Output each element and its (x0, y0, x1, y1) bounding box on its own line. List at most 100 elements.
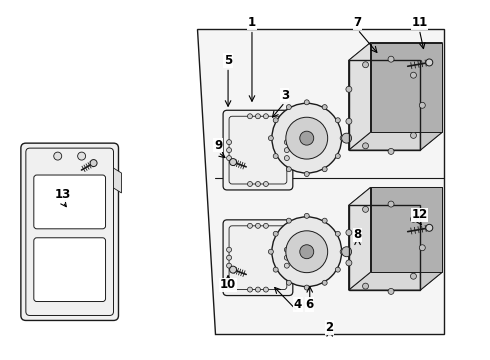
Circle shape (419, 102, 425, 108)
Text: 7: 7 (353, 16, 362, 29)
Circle shape (340, 136, 345, 141)
Circle shape (286, 231, 328, 273)
Circle shape (426, 59, 433, 66)
Circle shape (247, 181, 252, 186)
Circle shape (286, 167, 292, 172)
Circle shape (286, 280, 292, 285)
Circle shape (342, 247, 352, 257)
Text: 12: 12 (411, 208, 427, 221)
Circle shape (229, 266, 237, 273)
Circle shape (264, 287, 269, 292)
Polygon shape (420, 188, 442, 290)
Circle shape (322, 167, 327, 172)
Circle shape (346, 230, 352, 235)
Circle shape (411, 132, 416, 138)
Circle shape (273, 154, 278, 159)
Circle shape (54, 152, 62, 160)
Circle shape (286, 117, 328, 159)
Circle shape (255, 287, 261, 292)
Circle shape (229, 159, 237, 166)
Circle shape (346, 86, 352, 92)
Text: 3: 3 (281, 89, 289, 102)
Circle shape (247, 223, 252, 228)
Polygon shape (197, 28, 444, 334)
Circle shape (304, 213, 309, 219)
Circle shape (388, 148, 394, 154)
Polygon shape (348, 42, 442, 60)
Circle shape (335, 154, 341, 159)
Circle shape (273, 231, 278, 236)
Circle shape (426, 224, 433, 231)
Circle shape (419, 245, 425, 251)
Circle shape (284, 148, 289, 153)
Circle shape (363, 206, 368, 212)
Circle shape (284, 140, 289, 145)
Circle shape (273, 267, 278, 272)
Polygon shape (370, 188, 442, 272)
Circle shape (247, 114, 252, 119)
Text: 13: 13 (54, 188, 71, 202)
Polygon shape (348, 272, 442, 290)
FancyBboxPatch shape (21, 143, 119, 320)
Circle shape (304, 171, 309, 176)
Circle shape (346, 260, 352, 266)
Circle shape (226, 156, 232, 161)
Circle shape (363, 283, 368, 289)
Circle shape (255, 181, 261, 186)
FancyBboxPatch shape (223, 220, 293, 296)
Circle shape (335, 231, 341, 236)
Polygon shape (370, 42, 442, 132)
Circle shape (304, 100, 309, 105)
Polygon shape (348, 188, 442, 206)
Polygon shape (114, 168, 122, 193)
Text: 2: 2 (326, 321, 334, 334)
Circle shape (286, 105, 292, 109)
Circle shape (411, 273, 416, 279)
Circle shape (247, 287, 252, 292)
Circle shape (346, 118, 352, 124)
Circle shape (335, 267, 341, 272)
Circle shape (226, 263, 232, 268)
Circle shape (226, 247, 232, 252)
Text: 4: 4 (294, 298, 302, 311)
Circle shape (388, 288, 394, 294)
Circle shape (388, 56, 394, 62)
FancyBboxPatch shape (34, 175, 105, 229)
Text: 5: 5 (224, 54, 232, 67)
FancyBboxPatch shape (223, 110, 293, 190)
Circle shape (363, 62, 368, 68)
Circle shape (304, 285, 309, 290)
Text: 1: 1 (248, 16, 256, 29)
Circle shape (284, 263, 289, 268)
Circle shape (300, 245, 314, 259)
Circle shape (284, 255, 289, 260)
Polygon shape (348, 132, 442, 150)
Polygon shape (348, 188, 370, 290)
Circle shape (273, 118, 278, 123)
Circle shape (77, 152, 86, 160)
Circle shape (264, 223, 269, 228)
Circle shape (322, 218, 327, 223)
Circle shape (335, 118, 341, 123)
Circle shape (269, 249, 273, 254)
Circle shape (272, 217, 342, 287)
Circle shape (322, 280, 327, 285)
Circle shape (272, 103, 342, 173)
Circle shape (255, 223, 261, 228)
Text: 9: 9 (214, 139, 222, 152)
Circle shape (286, 218, 292, 223)
Circle shape (411, 72, 416, 78)
Circle shape (264, 181, 269, 186)
Circle shape (226, 148, 232, 153)
Circle shape (90, 159, 97, 167)
Circle shape (342, 133, 352, 143)
Circle shape (411, 216, 416, 222)
Circle shape (388, 201, 394, 207)
Circle shape (269, 136, 273, 141)
Circle shape (264, 114, 269, 119)
Text: 6: 6 (306, 298, 314, 311)
Text: 11: 11 (411, 16, 427, 29)
Circle shape (363, 143, 368, 149)
Circle shape (255, 114, 261, 119)
Polygon shape (348, 42, 370, 150)
